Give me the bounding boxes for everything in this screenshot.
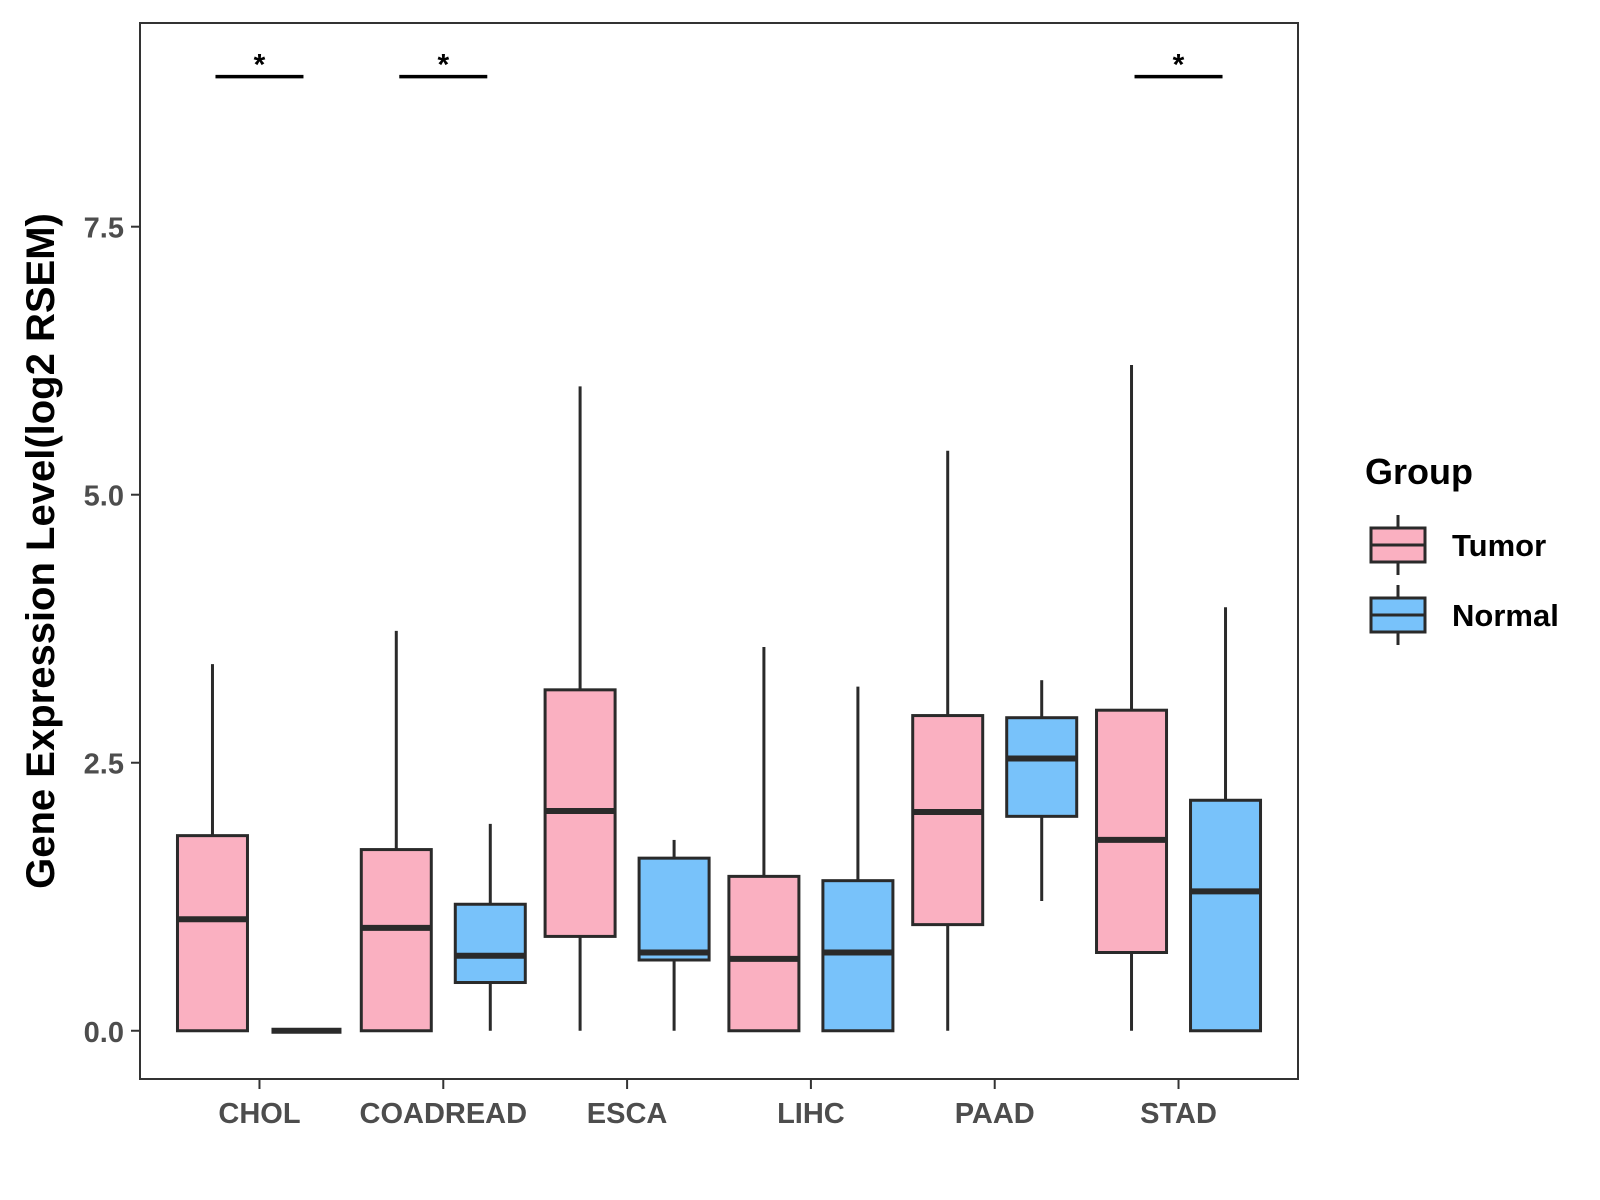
x-axis: CHOL COADREAD ESCA LIHC PAAD STAD [218, 1079, 1217, 1130]
box-normal-lihc [821, 686, 895, 1033]
x-tick-label: ESCA [587, 1098, 668, 1130]
box-tumor-lihc [727, 646, 801, 1033]
significance-coadread: * [399, 49, 488, 82]
box-tumor-stad [1095, 364, 1169, 1031]
box-body [453, 902, 527, 985]
box-body [1189, 798, 1263, 1033]
box-normal-stad [1189, 607, 1263, 1033]
significance-label: * [437, 49, 449, 82]
box-body [175, 834, 249, 1033]
box-body [1005, 716, 1079, 818]
box-tumor-paad [911, 450, 985, 1031]
significance-label: * [254, 49, 266, 82]
x-tick-label: CHOL [218, 1098, 300, 1130]
x-tick-label: LIHC [777, 1098, 845, 1130]
significance-chol: * [215, 49, 304, 82]
x-tick-label: COADREAD [360, 1098, 528, 1130]
legend-label: Tumor [1452, 528, 1546, 563]
legend-title: Group [1365, 451, 1473, 492]
legend-item-tumor: Tumor [1369, 515, 1546, 575]
box-body [911, 714, 985, 927]
box-tumor-esca [543, 386, 617, 1031]
box-normal-coadread [453, 823, 527, 1031]
box-body [359, 848, 433, 1033]
legend-items: Tumor Normal [1369, 515, 1559, 645]
significance-annotations: * * * [215, 49, 1223, 82]
y-axis-title: Gene Expression Level(log2 RSEM) [19, 213, 63, 889]
significance-label: * [1173, 49, 1185, 82]
chart-marks [175, 364, 1263, 1034]
box-body [637, 856, 711, 962]
x-tick-label: PAAD [955, 1098, 1035, 1130]
box-tumor-chol [175, 664, 249, 1033]
legend-label: Normal [1452, 598, 1559, 633]
box-body [821, 879, 895, 1033]
y-tick-label: 7.5 [84, 213, 124, 245]
y-tick-label: 5.0 [84, 481, 124, 513]
box-tumor-coadread [359, 630, 433, 1033]
box-normal-esca [637, 839, 711, 1031]
box-normal-paad [1005, 680, 1079, 902]
box-body [727, 874, 801, 1033]
y-tick-label: 2.5 [84, 749, 124, 781]
legend-item-normal: Normal [1369, 585, 1559, 645]
y-tick-label: 0.0 [84, 1017, 124, 1049]
y-axis: 0.0 2.5 5.0 7.5 [84, 213, 140, 1049]
significance-stad: * [1134, 49, 1223, 82]
legend: Group Tumor Normal [1365, 451, 1559, 645]
box-body [1095, 708, 1169, 954]
plot-panel-border [139, 22, 1299, 1080]
x-tick-label: STAD [1140, 1098, 1217, 1130]
